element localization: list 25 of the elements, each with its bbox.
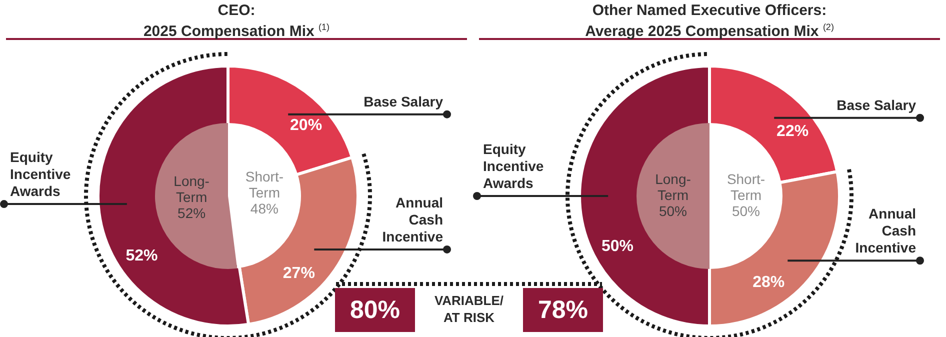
text: VARIABLE/ AT RISK [433,292,505,326]
slice-label: Annual Cash Incentive [855,206,916,256]
slice-label: Equity Incentive Awards [10,149,71,200]
text: 80% [335,288,415,332]
slice-label: Base Salary [836,96,916,113]
slice-label: Short-Term [726,170,766,203]
slice-label: Equity Incentive Awards [483,141,544,191]
slice-label: Annual Cash Incentive [382,194,444,244]
slice-label: Base Salary [364,93,444,110]
data-label: 52% [126,247,158,264]
slice-label: Long-Term [655,170,692,203]
data-label: 22% [776,123,809,140]
data-label: 50% [658,202,688,219]
data-label: 52% [178,205,206,222]
chart-title: CEO: 2025 Compensation Mix $^{(1)}$ [6,2,467,40]
data-label: 48% [250,200,278,217]
data-label: 50% [732,202,760,219]
text: 78% [523,288,603,332]
slice-label: Short-Term [245,168,284,201]
data-label: 20% [290,117,322,134]
data-label: 50% [601,238,634,255]
slice-label: Long-Term [174,173,210,206]
chart-title: Other Named Executive Officers: Average 2025 Compensation Mix $^{(2)}$ [479,2,940,40]
data-label: 28% [752,274,785,292]
data-label: 27% [282,264,315,282]
